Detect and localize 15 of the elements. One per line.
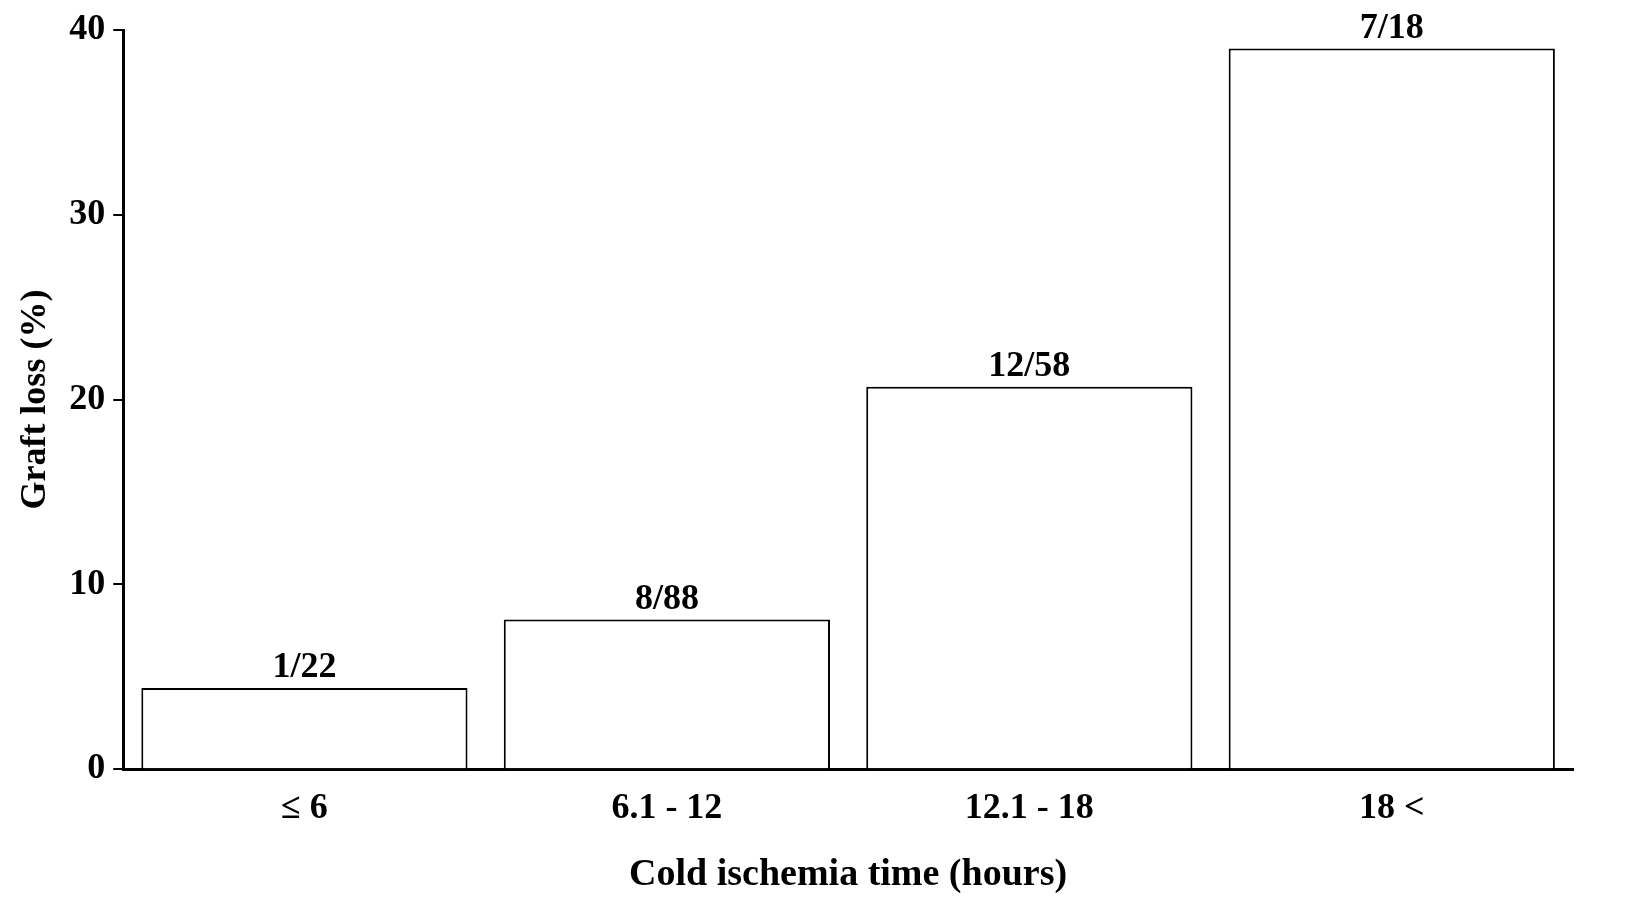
x-tick-label: 6.1 - 12 <box>611 786 723 827</box>
x-tick-label: 18 < <box>1359 786 1425 827</box>
y-tick-label: 30 <box>69 192 106 233</box>
y-tick-label: 20 <box>69 376 106 417</box>
y-tick-label: 10 <box>69 561 106 602</box>
x-axis-title: Cold ischemia time (hours) <box>629 851 1068 895</box>
data-label: 8/88 <box>634 576 699 617</box>
data-label: 7/18 <box>1359 5 1424 46</box>
y-tick-label: 40 <box>69 7 106 48</box>
x-tick-label: ≤ 6 <box>281 786 328 827</box>
y-axis-title: Graft loss (%) <box>12 289 53 510</box>
data-label: 1/22 <box>272 645 337 686</box>
x-tick-label: 12.1 - 18 <box>964 786 1094 827</box>
data-label: 12/58 <box>988 343 1071 384</box>
y-tick-label: 0 <box>87 746 106 787</box>
